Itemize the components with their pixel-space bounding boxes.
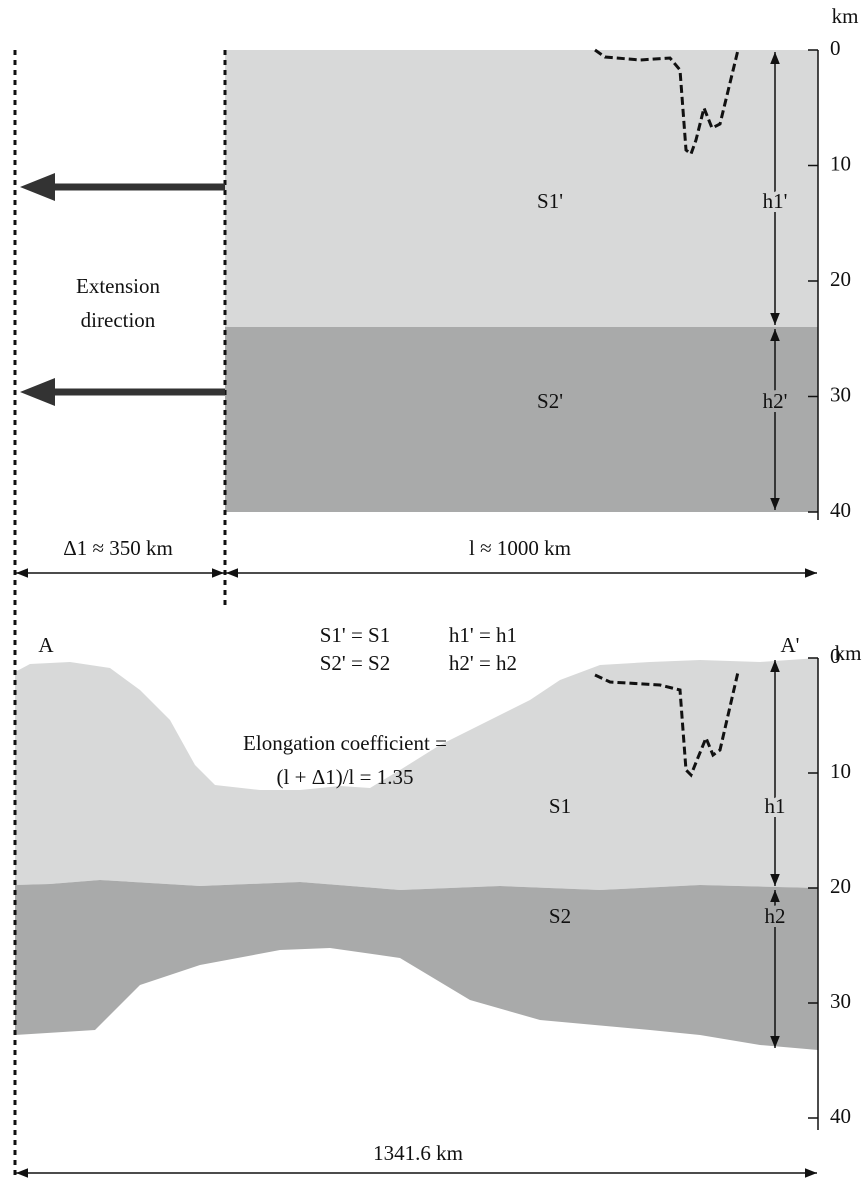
- width-label: Δ1 ≈ 350 km: [63, 536, 173, 560]
- layer-s2: [15, 880, 818, 1050]
- layer-label: S2': [537, 389, 563, 413]
- tick-label: 10: [830, 151, 851, 175]
- equality: h1' = h1: [449, 623, 517, 647]
- total-length: 1341.6 km: [373, 1141, 463, 1165]
- tick-label: 20: [830, 874, 851, 898]
- tick-label: 30: [830, 989, 851, 1013]
- extension-arrowhead: [20, 173, 55, 201]
- layer-label: S1: [549, 794, 571, 818]
- tick-label: 10: [830, 759, 851, 783]
- tick-label: 20: [830, 267, 851, 291]
- layer-s1-prime: [225, 50, 818, 327]
- thickness-label: h2: [765, 904, 786, 928]
- tick-label: 0: [830, 36, 841, 60]
- layer-s1: [15, 658, 818, 890]
- arrow-label: Extension: [76, 274, 160, 298]
- tick-label: 30: [830, 382, 851, 406]
- tick-label: 40: [830, 498, 851, 522]
- profile-end: A: [38, 633, 54, 657]
- tick-label: 0: [830, 644, 841, 668]
- extension-arrowhead: [20, 378, 55, 406]
- thickness-label: h1': [763, 189, 788, 213]
- profile-end: A': [781, 633, 800, 657]
- axis-unit: km: [835, 641, 862, 665]
- arrow-label: direction: [81, 308, 156, 332]
- ticks: 0 10 20 30 40 0 10 20 30 40: [808, 36, 851, 1128]
- axis-unit: km: [832, 4, 859, 28]
- thickness-label: h1: [765, 794, 786, 818]
- equality: S2' = S2: [320, 651, 391, 675]
- thickness-label: h2': [763, 389, 788, 413]
- layer-label: S2: [549, 904, 571, 928]
- width-label: l ≈ 1000 km: [469, 536, 571, 560]
- equality: h2' = h2: [449, 651, 517, 675]
- elongation-text: Elongation coefficient =: [243, 731, 447, 755]
- elongation-text: (l + Δ1)/l = 1.35: [277, 765, 414, 789]
- layer-s2-prime: [225, 327, 818, 512]
- equality: S1' = S1: [320, 623, 391, 647]
- boundary-dashed: [594, 671, 740, 778]
- tick-label: 40: [830, 1104, 851, 1128]
- boundary-dashed: [594, 48, 740, 157]
- layer-label: S1': [537, 189, 563, 213]
